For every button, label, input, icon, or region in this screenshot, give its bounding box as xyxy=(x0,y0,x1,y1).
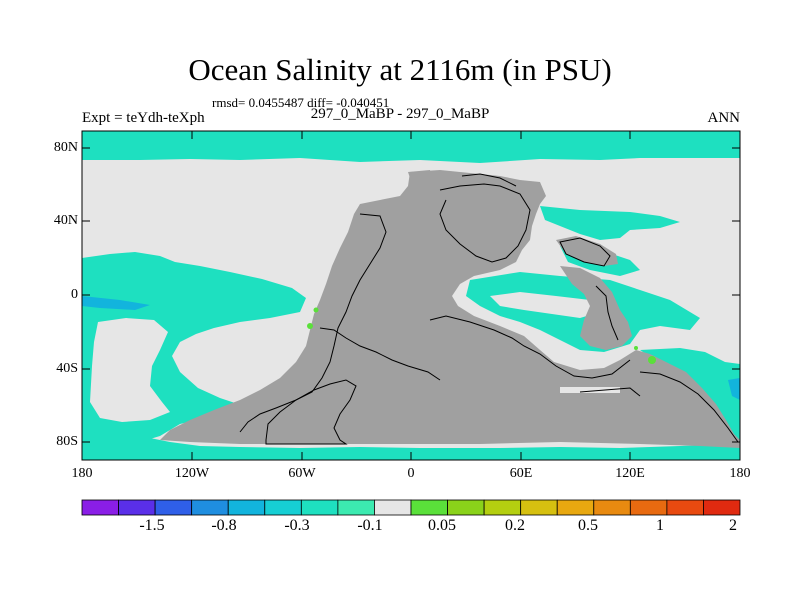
x-tick-label: 60W xyxy=(288,466,316,481)
colorbar-label: 0.05 xyxy=(428,517,456,534)
colorbar-swatch xyxy=(337,499,375,516)
season-label: ANN xyxy=(707,110,741,126)
colorbar-swatch xyxy=(191,499,229,516)
southern-neutral-gap xyxy=(560,387,620,393)
colorbar xyxy=(81,499,741,516)
tick-marks xyxy=(82,131,740,460)
y-tick-label: 40N xyxy=(53,213,78,228)
colorbar-swatch xyxy=(666,499,704,516)
colorbar-swatch xyxy=(227,499,266,516)
y-tick-label: 40S xyxy=(56,361,78,376)
colorbar-swatch xyxy=(410,499,448,516)
experiment-label: Expt = teYdh-teXph xyxy=(82,110,205,126)
colorbar-swatch xyxy=(593,499,631,516)
x-tick-label: 120E xyxy=(615,466,645,481)
x-tick-label: 180 xyxy=(729,466,751,481)
southeast-negative-region xyxy=(640,348,740,444)
pangaea-landmass xyxy=(160,170,740,448)
colorbar-swatch xyxy=(264,499,302,516)
plot-title: Ocean Salinity at 2116m (in PSU) xyxy=(188,52,612,87)
colorbar-label: -0.8 xyxy=(211,517,237,534)
colorbar-label: -1.5 xyxy=(139,517,165,534)
tethys-inner-neutral xyxy=(490,292,600,318)
coastlines xyxy=(239,173,739,445)
tethys-north-negative xyxy=(540,206,680,240)
colorbar-swatch xyxy=(703,499,741,516)
cimmerian-landmass xyxy=(556,236,618,266)
y-tick-label: 0 xyxy=(71,287,78,302)
x-tick-label: 120W xyxy=(174,466,210,481)
colorbar-swatch xyxy=(447,499,485,516)
colorbar-swatch xyxy=(81,499,119,516)
positive-anomaly-dot xyxy=(313,307,319,313)
southeast-strong-patch xyxy=(728,378,740,400)
colorbar-label: 1 xyxy=(656,517,664,534)
colorbar-label: 0.5 xyxy=(578,517,598,534)
positive-anomaly-dot xyxy=(648,356,656,364)
x-tick-label: 0 xyxy=(407,466,415,481)
colorbar-swatch xyxy=(118,499,156,516)
colorbar-swatch xyxy=(629,499,668,516)
period-label: 297_0_MaBP - 297_0_MaBP xyxy=(310,106,490,122)
positive-anomaly-dot xyxy=(634,346,638,350)
salinity-map xyxy=(81,130,741,461)
arctic-negative-band xyxy=(82,131,740,163)
east-landmass xyxy=(560,266,632,350)
south-pacific-neutral-island xyxy=(90,318,170,422)
southern-negative-band xyxy=(82,432,740,460)
x-tick-label: 60E xyxy=(509,466,533,481)
y-tick-label: 80N xyxy=(53,140,78,155)
colorbar-label: -0.3 xyxy=(284,517,310,534)
rmsd-diff-stats: rmsd= 0.0455487 diff= -0.040451 xyxy=(212,95,390,110)
colorbar-swatch xyxy=(483,499,522,516)
colorbar-label: 2 xyxy=(729,517,737,534)
colorbar-swatch xyxy=(556,499,595,516)
arctic-island xyxy=(408,170,432,184)
colorbar-swatch xyxy=(300,499,339,516)
colorbar-swatch xyxy=(374,499,412,516)
colorbar-swatch xyxy=(520,499,558,516)
negative-strong-patch xyxy=(82,296,150,310)
x-tick-label: 180 xyxy=(71,466,93,481)
colorbar-swatch xyxy=(154,499,193,516)
colorbar-label: -0.1 xyxy=(357,517,383,534)
positive-anomaly-dot xyxy=(307,323,313,329)
y-tick-label: 80S xyxy=(56,434,78,449)
colorbar-label: 0.2 xyxy=(505,517,525,534)
